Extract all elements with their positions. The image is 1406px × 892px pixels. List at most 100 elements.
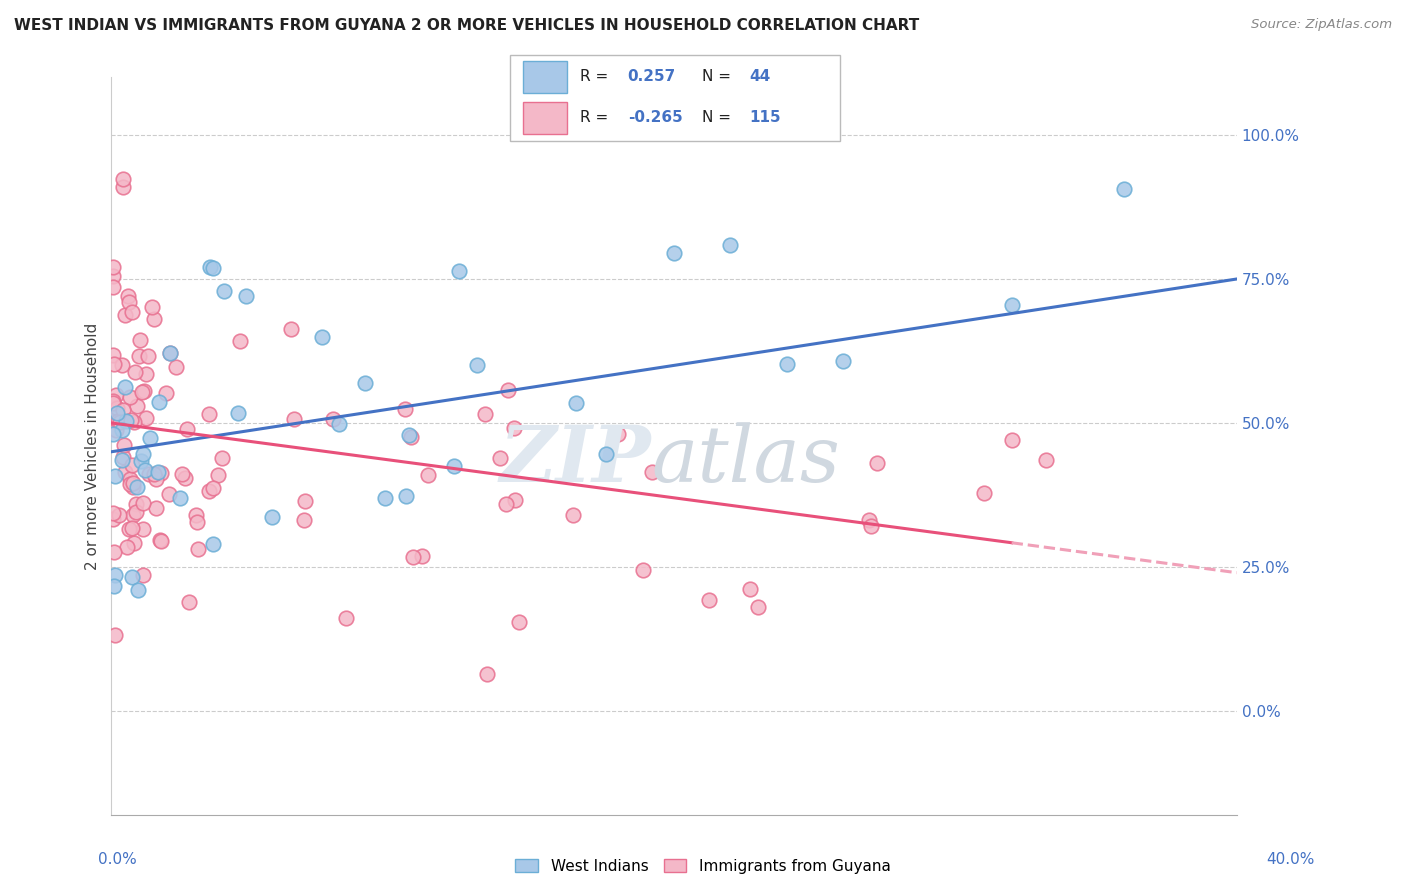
FancyBboxPatch shape <box>509 55 841 141</box>
Point <box>107 414 129 428</box>
Point <box>402 549 425 564</box>
Point <box>697 592 720 607</box>
Text: 0.0%: 0.0% <box>98 852 138 867</box>
Point <box>165 359 187 374</box>
Point <box>465 359 488 373</box>
Point <box>121 480 143 494</box>
Point <box>374 491 396 505</box>
Point <box>1035 453 1057 467</box>
Point <box>159 346 181 360</box>
Text: N =: N = <box>702 70 735 84</box>
Point <box>101 507 124 521</box>
Text: R =: R = <box>581 111 613 125</box>
Point <box>201 536 224 550</box>
Text: 44: 44 <box>749 70 770 84</box>
Point <box>101 396 124 410</box>
Point <box>142 467 165 482</box>
Point <box>101 268 124 283</box>
Point <box>226 406 249 420</box>
Point <box>1114 181 1136 195</box>
Point <box>138 467 160 481</box>
Point <box>157 486 180 500</box>
Point <box>111 179 134 194</box>
Point <box>280 322 302 336</box>
Point <box>128 349 150 363</box>
Point <box>145 500 167 515</box>
Point <box>131 384 153 399</box>
Point <box>101 280 124 294</box>
Point <box>121 458 143 472</box>
Point <box>353 376 375 390</box>
Point <box>198 484 221 499</box>
Point <box>322 412 344 426</box>
Point <box>117 289 139 303</box>
Point <box>505 493 527 508</box>
Bar <box>523 61 567 93</box>
Point <box>211 450 233 465</box>
Point <box>112 438 135 452</box>
Point <box>174 471 197 485</box>
Point <box>103 357 125 371</box>
Point <box>565 396 588 410</box>
Point <box>1001 434 1024 448</box>
Point <box>103 260 125 275</box>
Point <box>198 407 221 421</box>
Text: -0.265: -0.265 <box>627 111 682 125</box>
Point <box>131 568 153 582</box>
Point <box>118 295 141 310</box>
Point <box>394 402 416 417</box>
Point <box>105 401 128 415</box>
Point <box>859 519 882 533</box>
Point <box>111 172 134 186</box>
Point <box>112 403 135 417</box>
Point <box>101 404 124 418</box>
Point <box>214 285 236 299</box>
Point <box>1001 298 1024 312</box>
Point <box>508 615 530 629</box>
Point <box>122 535 145 549</box>
Y-axis label: 2 or more Vehicles in Household: 2 or more Vehicles in Household <box>86 322 100 570</box>
Point <box>121 521 143 535</box>
Point <box>148 395 170 409</box>
Point <box>120 413 142 427</box>
Point <box>149 466 172 480</box>
Point <box>747 600 769 615</box>
Point <box>311 329 333 343</box>
Text: 115: 115 <box>749 111 780 125</box>
Point <box>101 426 124 441</box>
Text: atlas: atlas <box>651 423 841 499</box>
Point <box>139 431 162 445</box>
Point <box>292 513 315 527</box>
Point <box>131 447 153 461</box>
Point <box>858 513 880 527</box>
Point <box>142 312 165 326</box>
Point <box>108 508 131 523</box>
Point <box>129 333 152 347</box>
Point <box>111 358 134 372</box>
Point <box>118 477 141 491</box>
Point <box>606 427 628 442</box>
Point <box>104 567 127 582</box>
Point <box>124 366 146 380</box>
Point <box>146 465 169 479</box>
Point <box>135 410 157 425</box>
Point <box>114 380 136 394</box>
Point <box>187 542 209 557</box>
Point <box>101 348 124 362</box>
Point <box>262 510 284 524</box>
Point <box>207 467 229 482</box>
Point <box>111 450 134 464</box>
Text: WEST INDIAN VS IMMIGRANTS FROM GUYANA 2 OR MORE VEHICLES IN HOUSEHOLD CORRELATIO: WEST INDIAN VS IMMIGRANTS FROM GUYANA 2 … <box>14 18 920 33</box>
Text: R =: R = <box>581 70 613 84</box>
Point <box>595 448 617 462</box>
Point <box>449 264 471 278</box>
Point <box>283 412 305 426</box>
Point <box>121 569 143 583</box>
Point <box>502 421 524 435</box>
Point <box>110 423 132 437</box>
Point <box>138 349 160 363</box>
Point <box>105 388 128 402</box>
Text: 0.257: 0.257 <box>627 70 676 84</box>
Point <box>155 386 177 401</box>
Point <box>641 465 664 479</box>
